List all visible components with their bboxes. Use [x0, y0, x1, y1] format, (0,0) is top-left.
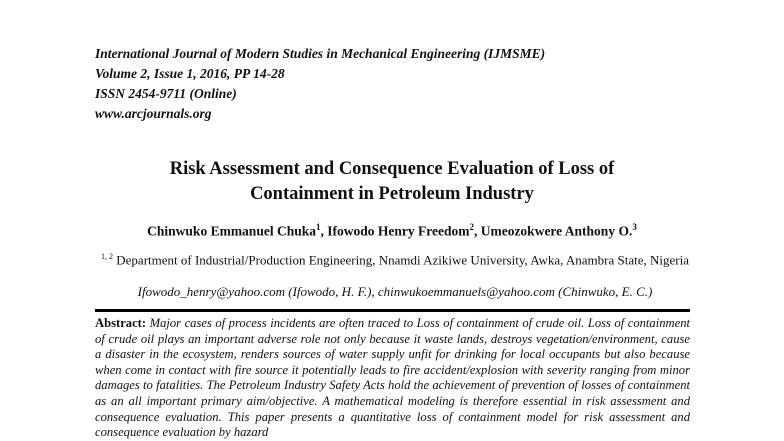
affiliation-sup: 1, 2: [101, 252, 114, 261]
title-line-1: Risk Assessment and Consequence Evaluati…: [169, 159, 615, 179]
author-sup: 2: [469, 222, 474, 232]
author-sup: 1: [315, 222, 321, 232]
journal-issn: ISSN 2454-9711 (Online): [95, 86, 237, 101]
journal-volume: Volume 2, Issue 1, 2016, PP 14-28: [95, 66, 285, 81]
author-list: Chinwuko Emmanuel Chuka1, Ifowodo Henry …: [147, 222, 637, 239]
abstract-label: Abstract:: [95, 316, 147, 330]
abstract: Abstract: Major cases of process inciden…: [95, 316, 690, 441]
journal-website[interactable]: www.arcjournals.org: [95, 106, 212, 121]
section-divider: [95, 309, 690, 312]
affiliation-text: Department of Industrial/Production Engi…: [116, 252, 689, 268]
journal-header: International Journal of Modern Studies …: [95, 44, 545, 124]
author-name: Umeozokwere Anthony O.: [480, 223, 633, 239]
paper-title: Risk Assessment and Consequence Evaluati…: [0, 157, 784, 207]
abstract-text: Major cases of process incidents are oft…: [95, 316, 690, 440]
title-line-2: Containment in Petroleum Industry: [250, 184, 534, 204]
affiliation: 1, 2 Department of Industrial/Production…: [95, 248, 695, 268]
author-emails[interactable]: Ifowodo_henry@yahoo.com (Ifowodo, H. F.)…: [137, 284, 653, 299]
author-name: Chinwuko Emmanuel Chuka: [147, 223, 316, 239]
author-name: Ifowodo Henry Freedom: [327, 223, 470, 239]
author-sup: 3: [632, 222, 637, 232]
journal-name: International Journal of Modern Studies …: [95, 46, 546, 61]
